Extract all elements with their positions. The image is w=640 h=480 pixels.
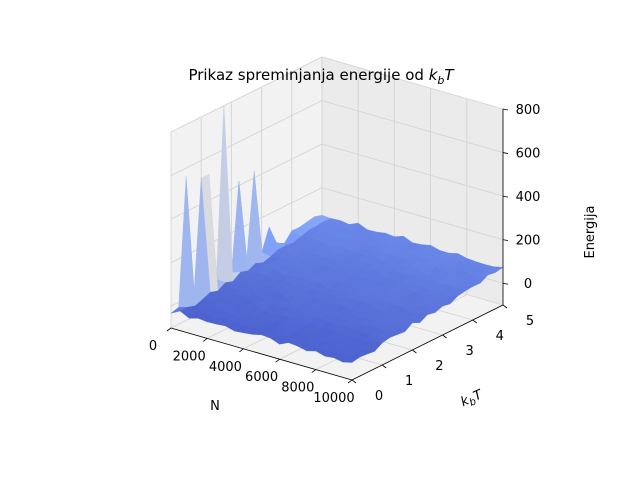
x-tick-label: 6000: [245, 370, 278, 385]
x-tick-mark: [166, 327, 172, 332]
x-tick-label: 8000: [281, 381, 314, 396]
x-tick-mark: [311, 369, 317, 373]
x-axis-label: N: [210, 399, 220, 414]
y-tick-label: 1: [405, 374, 413, 389]
z-tick-mark: [502, 195, 509, 198]
x-tick-mark: [202, 338, 208, 342]
z-tick-label: 800: [516, 103, 541, 118]
z-tick-label: 400: [516, 190, 541, 205]
chart-title: Prikaz spreminjanja energije od kbT: [188, 66, 455, 87]
z-tick-label: 600: [516, 147, 541, 162]
x-tick-mark: [347, 379, 353, 384]
y-tick-label: 2: [435, 359, 443, 374]
y-tick-mark: [442, 334, 447, 339]
y-axis-label: kbT: [459, 387, 487, 412]
x-axis-line: [170, 327, 353, 381]
y-tick-mark: [381, 364, 387, 369]
y-tick-mark: [472, 319, 478, 324]
z-tick-label: 200: [516, 234, 541, 249]
x-tick-label: 0: [149, 339, 157, 354]
surface-patch: [342, 355, 361, 363]
z-tick-mark: [502, 239, 509, 242]
y-tick-label: 0: [375, 389, 383, 404]
y-tick-mark: [502, 304, 508, 309]
energy-surface: [170, 105, 504, 363]
z-tick-mark: [502, 152, 509, 154]
x-tick-mark: [275, 358, 280, 363]
y-tick-mark: [412, 349, 417, 354]
z-axis-label: Energija: [583, 205, 598, 258]
z-tick-mark: [502, 108, 509, 111]
y-tick-label: 5: [526, 314, 534, 329]
x-tick-label: 4000: [209, 360, 242, 375]
x-tick-mark: [239, 348, 244, 353]
axis-lines: [166, 108, 509, 384]
y-tick-mark: [351, 379, 357, 384]
y-tick-label: 4: [496, 329, 504, 344]
grid-line-z: [170, 100, 504, 177]
y-axis-line: [351, 304, 504, 381]
z-tick-mark: [502, 282, 509, 285]
grid-line-z: [170, 56, 504, 133]
x-tick-label: 10000: [313, 391, 354, 406]
x-tick-label: 2000: [173, 349, 206, 364]
y-tick-label: 3: [465, 344, 473, 359]
z-tick-label: 0: [524, 277, 532, 292]
